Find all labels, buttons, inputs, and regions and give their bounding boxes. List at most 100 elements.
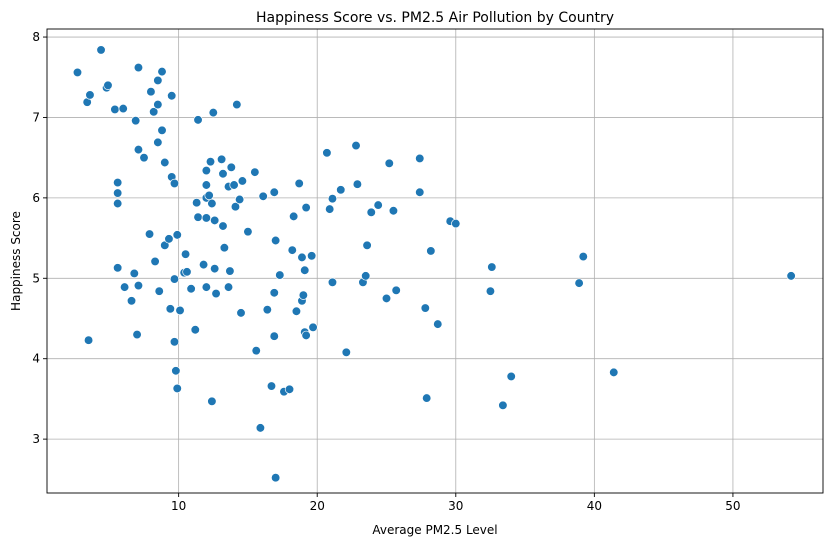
data-point	[153, 99, 163, 110]
data-point	[300, 265, 310, 275]
data-point	[250, 167, 260, 177]
data-point	[96, 45, 106, 55]
data-point	[153, 75, 163, 86]
data-point	[262, 305, 272, 315]
data-point	[362, 240, 372, 250]
plot-frame	[46, 28, 824, 494]
data-point	[210, 215, 220, 226]
y-tick-label: 5	[32, 271, 40, 285]
y-axis-ticks: 3 4 5 6 7 8	[32, 30, 47, 446]
data-point	[301, 330, 311, 341]
data-point	[485, 286, 496, 296]
data-point	[234, 194, 245, 205]
data-point	[226, 162, 236, 172]
data-point	[180, 249, 191, 259]
data-point	[133, 62, 144, 73]
data-point	[171, 366, 181, 376]
data-point	[119, 282, 130, 292]
data-point	[352, 179, 363, 189]
data-point	[219, 243, 230, 253]
data-point	[420, 303, 430, 313]
data-point	[83, 335, 94, 345]
data-point	[218, 169, 228, 179]
data-point	[186, 284, 196, 294]
data-point	[201, 213, 212, 223]
data-point	[182, 267, 192, 277]
data-point	[237, 176, 248, 186]
data-point	[118, 103, 128, 114]
data-point	[218, 221, 228, 231]
data-point	[609, 367, 619, 378]
data-point	[325, 204, 335, 214]
data-point	[230, 202, 241, 212]
data-point	[126, 296, 137, 306]
data-point	[327, 194, 338, 204]
data-point	[297, 252, 307, 263]
data-point	[269, 288, 279, 298]
data-point	[270, 235, 281, 246]
data-point	[113, 263, 123, 273]
data-point	[208, 107, 218, 118]
data-point	[266, 381, 277, 391]
data-point	[269, 331, 279, 341]
data-point	[236, 308, 246, 318]
data-point	[381, 293, 392, 304]
data-point	[133, 144, 144, 155]
data-point	[131, 116, 141, 126]
data-point	[216, 154, 227, 164]
data-point	[201, 180, 212, 190]
data-point	[287, 245, 297, 255]
data-point	[175, 305, 185, 316]
data-point	[149, 107, 159, 117]
data-point	[113, 198, 123, 209]
data-point	[205, 157, 216, 167]
data-point	[255, 423, 266, 433]
data-point	[160, 157, 170, 168]
data-point	[351, 140, 361, 151]
data-point	[169, 178, 180, 189]
data-point	[223, 282, 234, 292]
data-point	[172, 383, 182, 394]
data-point	[336, 185, 346, 195]
data-point	[72, 67, 83, 78]
data-point	[294, 178, 304, 189]
data-point	[113, 177, 123, 188]
data-point	[157, 66, 167, 77]
data-point	[211, 288, 221, 299]
data-point	[291, 306, 302, 316]
x-tick-label: 50	[725, 499, 740, 513]
x-tick-label: 10	[171, 499, 186, 513]
data-point	[308, 322, 318, 332]
grid	[47, 29, 823, 493]
data-point	[157, 125, 167, 135]
x-tick-label: 20	[310, 499, 325, 513]
data-point	[578, 251, 588, 262]
data-point	[167, 91, 177, 101]
data-point	[243, 226, 253, 237]
data-point	[132, 329, 142, 340]
data-point	[270, 473, 281, 483]
data-point	[341, 347, 351, 357]
data-point	[258, 191, 268, 201]
y-tick-label: 3	[32, 432, 40, 446]
data-point	[204, 190, 214, 201]
x-axis-ticks: 10 20 30 40 50	[171, 493, 741, 513]
data-point	[193, 115, 203, 125]
data-point	[422, 393, 432, 403]
data-point	[451, 218, 461, 229]
data-point	[207, 396, 217, 406]
data-point	[388, 206, 399, 216]
data-point	[433, 319, 443, 329]
data-point	[384, 158, 394, 168]
data-point	[192, 198, 202, 208]
x-tick-label: 40	[587, 499, 602, 513]
data-point	[373, 200, 383, 210]
y-tick-label: 4	[32, 352, 40, 366]
data-point	[201, 282, 212, 292]
data-point	[327, 277, 338, 287]
data-point	[201, 165, 212, 176]
data-point	[284, 384, 295, 394]
data-point	[487, 262, 497, 272]
